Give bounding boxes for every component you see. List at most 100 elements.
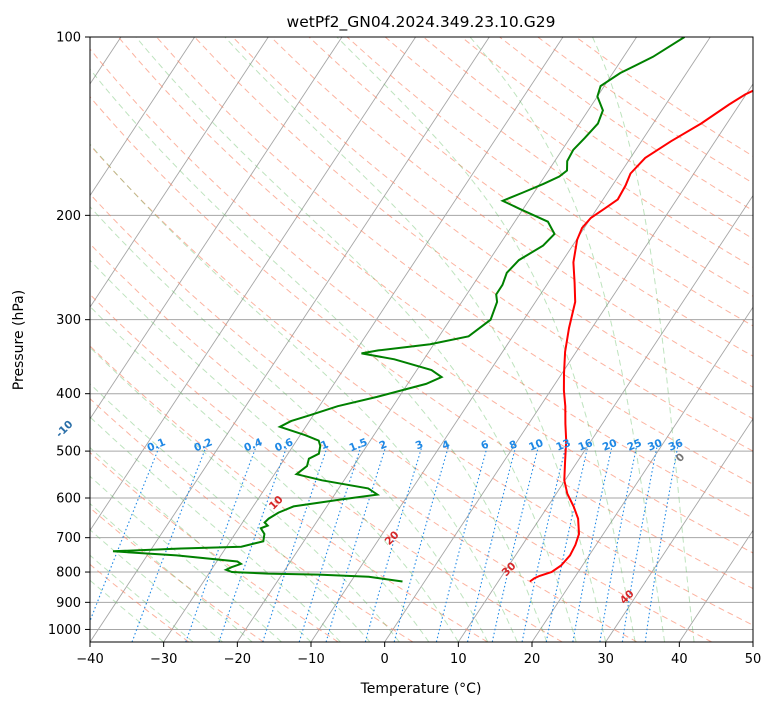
y-tick-label: 700 xyxy=(56,531,81,546)
moist-adiabat xyxy=(90,502,253,642)
x-axis: −40 −30 −20 −10 0 10 20 30 40 50 xyxy=(76,642,761,667)
x-axis-label: Temperature (°C) xyxy=(360,681,482,697)
isotherm xyxy=(531,306,753,642)
y-axis-label: Pressure (hPa) xyxy=(11,290,27,390)
plot-frame xyxy=(89,36,754,643)
x-tick-label: 30 xyxy=(597,652,614,667)
moist-adiabat xyxy=(90,579,165,642)
mixing-ratio-label: 10 xyxy=(527,437,545,454)
x-tick-label: −30 xyxy=(150,652,177,667)
mixing-ratio-line xyxy=(621,445,658,642)
dry-adiabat xyxy=(232,37,753,420)
line-labels: 0.10.20.40.611.52346810131620253036-100-… xyxy=(54,418,688,606)
chart-title: wetPf2_GN04.2024.349.23.10.G29 xyxy=(287,13,556,32)
y-tick-label: 1000 xyxy=(48,623,81,638)
moist-adiabat xyxy=(90,446,312,642)
mixing-ratio-label: 25 xyxy=(625,437,643,454)
mixing-ratio-line xyxy=(185,445,257,642)
dry-adiabat xyxy=(156,37,753,485)
y-tick-label: 400 xyxy=(56,387,81,402)
dry-adiabat xyxy=(90,96,753,590)
mixing-ratio-label: 6 xyxy=(479,438,490,452)
y-axis: 100 200 300 400 500 600 700 800 900 1000 xyxy=(48,31,90,638)
moist-adiabat xyxy=(469,37,666,642)
mixing-ratio-line xyxy=(466,445,517,642)
x-tick-label: −20 xyxy=(224,652,251,667)
dry-adiabat xyxy=(308,37,753,357)
mixing-ratio-line xyxy=(218,445,288,642)
mixing-ratio-label: 16 xyxy=(577,437,595,454)
mixing-ratio-line xyxy=(393,445,450,642)
dry-adiabat xyxy=(90,345,488,642)
mixing-ratio-line xyxy=(262,445,329,642)
moist-adiabat xyxy=(224,37,607,642)
moist-adiabat xyxy=(336,37,636,642)
x-tick-label: 50 xyxy=(745,652,762,667)
moist-adiabat xyxy=(90,206,489,642)
isotherm xyxy=(90,37,269,308)
moist-adiabat xyxy=(90,259,459,642)
moist-adiabat xyxy=(90,305,430,642)
isotherm xyxy=(90,37,490,642)
mixing-ratio-label: 13 xyxy=(554,437,572,454)
mixing-ratio-label: 1 xyxy=(319,438,330,452)
mixing-ratio-label: 8 xyxy=(508,438,519,452)
mixing-ratio-line xyxy=(545,445,589,642)
y-tick-label: 900 xyxy=(56,596,81,611)
y-tick-label: 600 xyxy=(56,492,81,507)
isotherm xyxy=(90,37,343,420)
dry-adiabat xyxy=(90,48,753,554)
mixing-ratio-label: 30 xyxy=(646,437,664,454)
y-tick-label: 300 xyxy=(56,313,81,328)
profile-lines xyxy=(112,37,753,583)
mixing-ratio-line xyxy=(599,445,638,642)
dry-adiabat xyxy=(384,37,753,297)
mixing-ratio-line xyxy=(521,445,567,642)
mixing-ratio-line xyxy=(491,445,540,642)
mixing-ratio-line xyxy=(131,445,207,642)
temperature-line xyxy=(529,89,753,583)
dry-adiabat xyxy=(117,37,753,519)
y-tick-label: 100 xyxy=(56,31,81,46)
moist-adiabat xyxy=(135,37,577,642)
mixing-ratio-line xyxy=(298,445,362,642)
dry-adiabat xyxy=(90,507,264,642)
isotherm xyxy=(163,37,564,642)
moist-adiabat xyxy=(90,143,518,642)
moist-adiabat xyxy=(90,346,400,642)
x-tick-label: 10 xyxy=(450,652,467,667)
isotherm xyxy=(90,37,417,532)
mixing-ratio-label: 36 xyxy=(667,437,685,454)
moist-adiabat xyxy=(90,68,548,642)
isotherm xyxy=(678,529,753,642)
isotherm xyxy=(605,417,753,642)
moist-adiabat xyxy=(90,475,282,642)
mixing-ratio-label: 2 xyxy=(378,438,389,452)
mixing-ratio-line xyxy=(644,445,679,642)
dewpoint-line xyxy=(112,37,686,583)
dry-adiabat xyxy=(90,144,753,626)
background-lines xyxy=(90,37,753,642)
mixing-ratio-label: 3 xyxy=(414,438,425,452)
mixing-ratio-label: 20 xyxy=(601,437,619,454)
mixing-ratio-line xyxy=(325,445,387,642)
moist-adiabat xyxy=(90,383,371,642)
x-tick-label: 20 xyxy=(524,652,541,667)
moist-adiabat xyxy=(90,554,194,642)
y-tick-label: 500 xyxy=(56,445,81,460)
y-tick-label: 800 xyxy=(56,566,81,581)
isotherm xyxy=(457,194,753,642)
moist-adiabat xyxy=(90,529,223,642)
mixing-ratio-line xyxy=(572,445,613,642)
isotherm xyxy=(384,83,753,642)
x-tick-label: 40 xyxy=(671,652,688,667)
mixing-ratio-label: 4 xyxy=(440,438,451,452)
moist-adiabat xyxy=(592,37,695,642)
y-tick-label: 200 xyxy=(56,209,81,224)
x-tick-label: −10 xyxy=(297,652,324,667)
isotherm xyxy=(90,37,196,197)
isotherm xyxy=(236,37,638,642)
mixing-ratio-line xyxy=(364,445,423,642)
